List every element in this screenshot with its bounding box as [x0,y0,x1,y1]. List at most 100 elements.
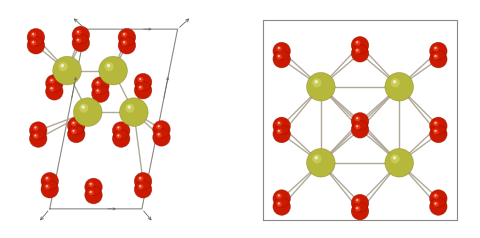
Circle shape [116,133,121,139]
Circle shape [70,119,85,135]
Circle shape [75,38,81,43]
Circle shape [273,42,290,60]
Circle shape [276,193,282,199]
Circle shape [138,77,144,83]
Circle shape [77,101,102,126]
Circle shape [33,133,38,139]
Circle shape [85,178,102,196]
Circle shape [273,117,290,135]
Circle shape [107,64,110,67]
Circle shape [96,81,99,84]
Circle shape [430,190,447,207]
Circle shape [155,122,170,138]
Circle shape [353,46,369,62]
Circle shape [117,126,120,129]
Circle shape [29,122,47,139]
Circle shape [353,204,369,220]
Circle shape [275,119,290,135]
Circle shape [123,101,148,126]
Circle shape [355,116,360,122]
Circle shape [82,105,85,109]
Circle shape [134,81,152,99]
Circle shape [351,113,369,130]
Circle shape [90,191,92,193]
Circle shape [118,36,136,54]
Circle shape [53,56,81,85]
Circle shape [355,40,360,46]
Circle shape [85,186,102,204]
Circle shape [157,133,160,135]
Circle shape [310,151,336,177]
Circle shape [88,190,94,195]
Circle shape [71,121,77,126]
Circle shape [48,84,63,100]
Circle shape [351,121,369,138]
Circle shape [434,130,437,132]
Circle shape [433,121,439,126]
Circle shape [278,122,280,124]
Circle shape [120,38,136,54]
Circle shape [356,49,358,51]
Circle shape [275,52,290,68]
Circle shape [74,36,90,52]
Circle shape [32,33,34,35]
Circle shape [77,39,79,41]
Circle shape [391,154,400,163]
Circle shape [112,122,130,139]
Circle shape [95,88,101,94]
Circle shape [273,125,290,143]
Circle shape [138,184,144,190]
Circle shape [314,80,318,84]
Circle shape [353,122,369,138]
Circle shape [157,125,160,127]
Circle shape [351,45,369,62]
Circle shape [114,124,130,139]
Circle shape [353,38,369,54]
Circle shape [275,192,290,207]
Circle shape [156,124,162,130]
Circle shape [138,176,144,182]
Circle shape [275,127,290,143]
Circle shape [123,33,125,35]
Circle shape [102,59,128,85]
Circle shape [432,119,447,135]
Circle shape [153,129,170,146]
Circle shape [434,55,437,57]
Circle shape [434,194,437,197]
Circle shape [32,41,34,43]
Circle shape [385,149,413,177]
Circle shape [99,56,127,85]
Circle shape [77,31,79,33]
Circle shape [134,180,152,198]
Circle shape [73,98,102,126]
Circle shape [125,104,134,113]
Circle shape [112,130,130,147]
Circle shape [114,132,130,147]
Circle shape [72,130,74,132]
Circle shape [48,76,63,92]
Circle shape [139,177,141,179]
Circle shape [433,201,439,207]
Circle shape [433,46,439,51]
Circle shape [117,134,120,137]
Circle shape [278,47,280,49]
Circle shape [31,32,36,38]
Circle shape [312,78,322,87]
Circle shape [275,199,290,215]
Circle shape [118,29,136,46]
Circle shape [46,177,48,179]
Circle shape [70,127,85,143]
Circle shape [68,117,85,135]
Circle shape [49,78,55,84]
Circle shape [134,73,152,91]
Circle shape [276,46,282,51]
Circle shape [433,54,439,60]
Circle shape [434,203,437,204]
Circle shape [278,55,280,57]
Circle shape [139,185,141,187]
Circle shape [92,85,109,102]
Circle shape [43,182,59,198]
Circle shape [275,44,290,60]
Circle shape [88,182,94,187]
Circle shape [430,198,447,215]
